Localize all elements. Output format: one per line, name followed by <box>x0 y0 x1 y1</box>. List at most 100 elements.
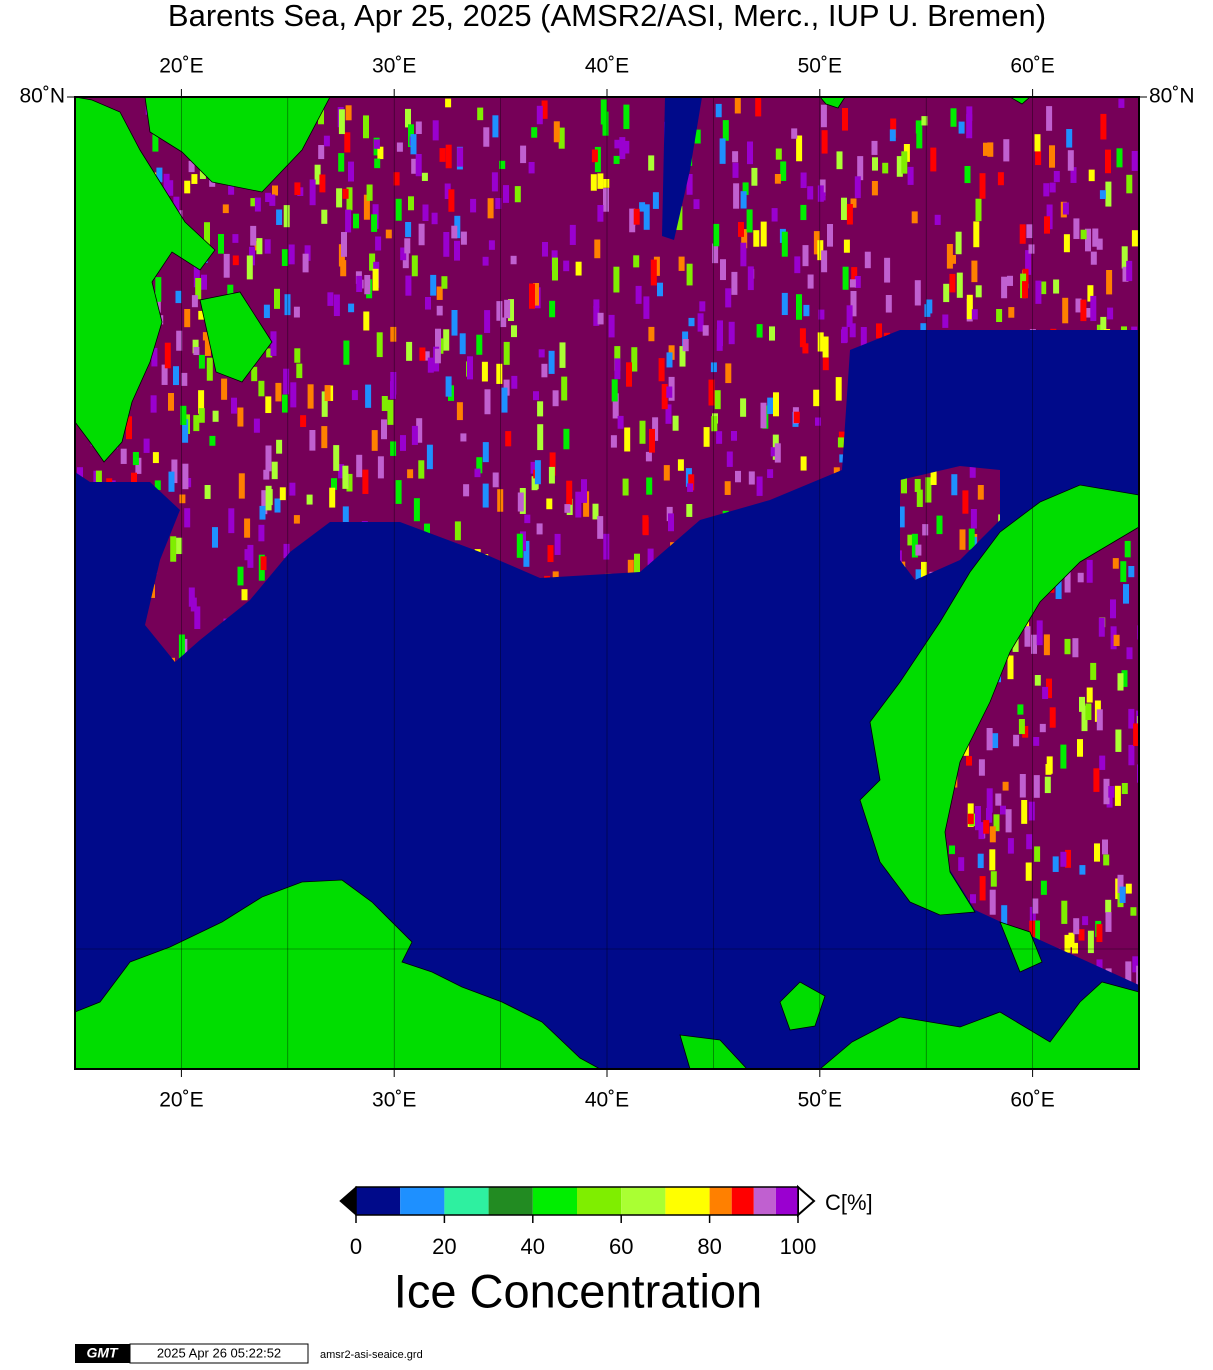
ice-cell <box>1088 169 1095 182</box>
ice-cell <box>253 418 260 433</box>
ice-cell <box>597 516 604 539</box>
ice-cell <box>1034 134 1041 152</box>
ice-cell <box>445 376 452 397</box>
ice-cell <box>624 427 631 452</box>
ice-cell <box>198 408 205 423</box>
ice-cell <box>1019 774 1026 798</box>
ice-cell <box>1125 883 1132 894</box>
ice-cell <box>206 357 213 381</box>
ice-cell <box>871 140 878 155</box>
ice-cell <box>246 255 253 280</box>
ice-cell <box>281 249 288 267</box>
ice-cell <box>1049 707 1056 728</box>
ice-cell <box>293 515 300 524</box>
ice-cell <box>1073 918 1080 935</box>
ice-cell <box>457 147 464 167</box>
ice-cell <box>126 416 132 440</box>
ice-cell <box>841 326 848 343</box>
ice-cell <box>1029 920 1036 943</box>
ice-cell <box>536 523 543 535</box>
ice-cell <box>688 317 695 327</box>
timestamp-box <box>129 1343 309 1364</box>
ice-cell <box>653 256 660 276</box>
ice-cell <box>1018 719 1025 735</box>
ice-cell <box>889 129 896 142</box>
ice-cell <box>1116 148 1123 168</box>
ice-cell <box>781 231 788 257</box>
ice-cell <box>459 333 466 355</box>
lon-label: 50˚E <box>798 55 842 78</box>
ice-cell <box>602 111 609 136</box>
ice-cell <box>559 342 566 368</box>
ice-cell <box>975 198 982 222</box>
ice-cell <box>740 191 747 209</box>
ice-cell <box>1105 899 1112 913</box>
ice-cell <box>336 188 343 208</box>
ice-cell <box>719 138 726 164</box>
ice-cell <box>167 180 174 196</box>
ice-cell <box>676 206 683 231</box>
ice-cell <box>180 405 187 425</box>
ice-cell <box>791 128 798 139</box>
ice-cell <box>523 540 530 567</box>
ice-cell <box>733 183 740 209</box>
ice-cell <box>222 204 229 214</box>
ice-cell <box>534 460 541 485</box>
ice-cell <box>581 479 587 503</box>
ice-cell <box>470 198 477 213</box>
ice-cell <box>374 158 381 169</box>
ice-cell <box>563 260 570 272</box>
ice-cell <box>983 142 989 156</box>
ice-cell <box>1096 959 1103 972</box>
colorbar-bin <box>577 1187 622 1215</box>
ice-cell <box>294 348 301 363</box>
ice-cell <box>627 559 634 574</box>
ice-cell <box>481 361 488 382</box>
ice-cell <box>405 108 411 128</box>
ice-cell <box>529 283 535 309</box>
ice-cell <box>552 571 559 580</box>
ice-cell <box>405 222 412 238</box>
ice-cell <box>533 283 539 306</box>
lon-label: 20˚E <box>159 55 203 78</box>
lon-label: 40˚E <box>585 1089 629 1112</box>
ice-cell <box>1046 756 1053 774</box>
ice-cell <box>740 398 747 417</box>
ice-cell <box>164 342 171 369</box>
ice-cell <box>755 97 762 117</box>
ice-cell <box>173 366 179 386</box>
ice-cell <box>614 139 621 149</box>
ice-cell <box>966 294 973 320</box>
ice-cell <box>822 336 829 358</box>
ice-cell <box>423 351 430 361</box>
ice-cell <box>415 154 422 177</box>
ice-cell <box>168 393 174 411</box>
ice-cell <box>441 276 448 289</box>
ice-cell <box>1034 675 1041 686</box>
ice-cell <box>1064 934 1071 953</box>
ice-cell <box>1100 316 1107 338</box>
ice-cell <box>244 518 251 538</box>
ice-cell <box>561 376 568 401</box>
ice-cell <box>443 329 450 351</box>
ice-cell <box>156 167 163 183</box>
ice-cell <box>986 808 992 823</box>
ice-cell <box>1007 275 1013 286</box>
ice-cell <box>715 103 722 118</box>
ice-cell <box>436 305 443 316</box>
ice-cell <box>1028 801 1035 821</box>
ice-cell <box>854 276 861 288</box>
ice-cell <box>390 441 397 456</box>
ice-cell <box>712 243 719 264</box>
ice-cell <box>537 401 544 417</box>
ice-cell <box>1118 98 1125 108</box>
ice-cell <box>678 256 685 271</box>
ice-cell <box>212 527 218 548</box>
ice-cell <box>975 806 981 831</box>
ice-cell <box>193 347 200 356</box>
ice-cell <box>345 105 352 121</box>
ice-cell <box>279 487 286 501</box>
ice-cell <box>1117 673 1124 691</box>
ice-cell <box>614 358 621 380</box>
ice-cell <box>319 174 326 193</box>
